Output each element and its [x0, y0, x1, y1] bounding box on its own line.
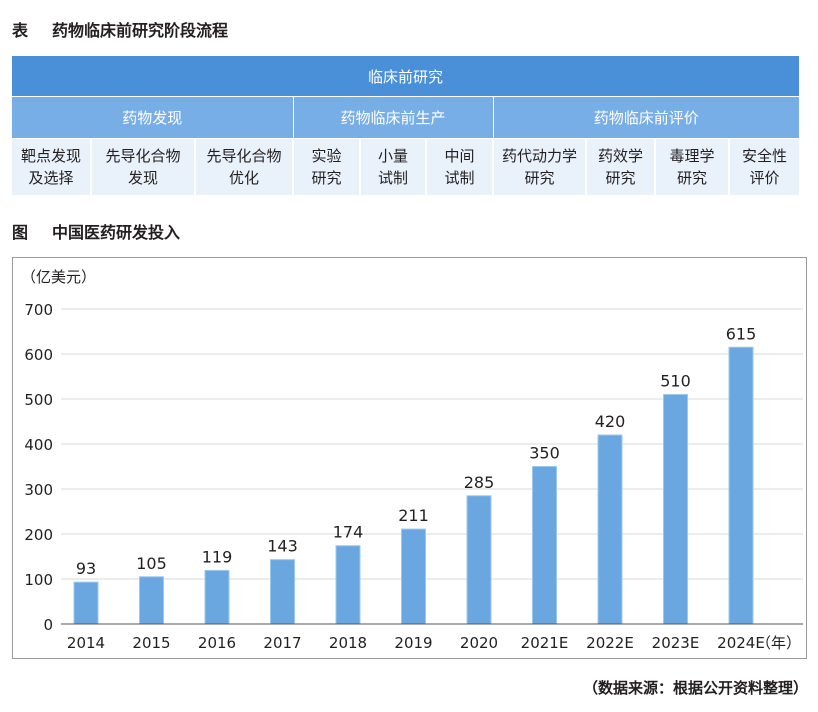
chart-tag: 图	[12, 223, 29, 242]
table-step-cell: 安全性 评价	[727, 138, 800, 195]
y-tick-label: 700	[24, 301, 53, 319]
table-step-line: 优化	[228, 169, 259, 187]
table-step-line: 试制	[444, 169, 475, 187]
chart-heading: 图 中国医药研发投入	[12, 219, 180, 243]
table-step-line: 药效学	[597, 147, 643, 165]
table-step-line: 先导化合物	[206, 147, 282, 165]
table-step-line: 先导化合物	[105, 147, 181, 165]
chart-title: 中国医药研发投入	[52, 223, 181, 242]
table-tag: 表	[12, 21, 29, 40]
grid-lines	[61, 308, 803, 580]
bar	[597, 434, 623, 625]
table-step-cell: 实验 研究	[292, 138, 360, 195]
y-tick-label: 400	[24, 436, 53, 454]
y-tick-label: 600	[24, 346, 53, 364]
table-step-line: 药代动力学	[501, 147, 577, 165]
bar	[663, 394, 688, 625]
x-tick-label: 2022E	[586, 634, 634, 652]
table-step-cell: 药效学 研究	[585, 138, 655, 195]
bar	[728, 346, 754, 625]
chart-frame: 93 105 119 143 174 211 285 350 420 510 615 0 100 200…	[12, 257, 807, 659]
bar-value-label: 105	[136, 554, 167, 573]
table-step-line: 研究	[676, 169, 707, 187]
bar-value-label: 174	[333, 523, 364, 542]
bar-value-label: 420	[595, 412, 626, 431]
bar	[73, 581, 99, 625]
x-tick-label: 2020	[460, 634, 498, 652]
x-tick-label: 2017	[263, 634, 301, 652]
bar	[139, 576, 164, 625]
table-step-cell: 毒理学 研究	[654, 138, 729, 195]
table-step-line: 中间	[444, 147, 475, 165]
table-step-cell: 先导化合物 发现	[90, 138, 195, 195]
table-step-line: 试制	[377, 169, 408, 187]
bar-value-label: 93	[76, 559, 96, 578]
table-step-line: 研究	[524, 169, 555, 187]
bar-value-label: 119	[202, 547, 233, 566]
table-step-line: 发现	[127, 169, 158, 187]
x-tick-label: 2015	[132, 634, 170, 652]
data-labels: 93 105 119 143 174 211 285 350 420 510 615	[76, 324, 756, 578]
table-group-cell: 药物发现	[12, 96, 293, 139]
table-step-line: 实验	[311, 147, 342, 165]
bars	[73, 346, 754, 625]
table-top-header: 临床前研究	[12, 56, 800, 97]
table-step-cell: 药代动力学 研究	[492, 138, 586, 195]
table-step-line: 毒理学	[669, 147, 715, 165]
table-step-cell: 先导化合物 优化	[194, 138, 293, 195]
y-axis-unit-label: （亿美元）	[21, 268, 96, 286]
x-tick-label: 2016	[198, 634, 236, 652]
table-step-cell: 中间 试制	[425, 138, 493, 195]
y-tick-label: 300	[24, 481, 53, 499]
table-group-row: 药物发现 药物临床前生产 药物临床前评价	[12, 96, 800, 139]
table-heading: 表 药物临床前研究阶段流程	[12, 17, 228, 41]
bar	[532, 466, 557, 625]
table-step-cell: 靶点发现 及选择	[12, 138, 91, 195]
bar-chart: 93 105 119 143 174 211 285 350 420 510 615 0 100 200…	[21, 268, 803, 652]
table-step-row: 靶点发现 及选择 先导化合物 发现 先导化合物 优化 实验 研究 小量 试制 中间 试制 药代动力学 研究…	[12, 138, 800, 195]
x-tick-label: 2014	[67, 634, 105, 652]
table-step-line: 安全性	[742, 147, 788, 165]
bar	[401, 528, 426, 625]
table-group-cell: 药物临床前生产	[292, 96, 493, 139]
table-step-line: 及选择	[28, 169, 74, 187]
bar	[335, 545, 361, 625]
x-axis-ticks: 2014 2015 2016 2017 2018 2019 2020 2021E 2022E 20…	[67, 634, 765, 652]
table-title: 药物临床前研究阶段流程	[52, 21, 229, 40]
bar	[466, 495, 492, 625]
table-step-cell: 小量 试制	[359, 138, 426, 195]
source-note: （数据来源：根据公开资料整理）	[582, 679, 808, 697]
x-tick-label: 2018	[329, 634, 367, 652]
table-step-line: 研究	[605, 169, 636, 187]
table-step-line: 靶点发现	[20, 147, 81, 165]
bar-value-label: 615	[726, 324, 757, 343]
bar-value-label: 350	[529, 444, 560, 463]
table-step-line: 评价	[749, 169, 780, 187]
y-tick-label: 100	[24, 571, 53, 589]
y-tick-label: 200	[24, 526, 53, 544]
table-step-line: 小量	[377, 147, 408, 165]
x-tick-label: 2023E	[652, 634, 700, 652]
table-group-cell: 药物临床前评价	[492, 96, 800, 139]
bar-value-label: 510	[660, 372, 691, 391]
x-axis-unit-label: （年）	[756, 634, 801, 652]
bar	[204, 569, 230, 625]
y-tick-label: 0	[43, 616, 53, 634]
x-tick-label: 2021E	[521, 634, 569, 652]
table-step-line: 研究	[311, 169, 342, 187]
bar-value-label: 285	[464, 473, 495, 492]
bar-value-label: 211	[398, 506, 429, 525]
bar	[270, 559, 295, 625]
preclinical-stage-table: 临床前研究 药物发现 药物临床前生产 药物临床前评价 靶点发现 及选择 先导化合物 发现先…	[12, 56, 800, 195]
y-axis-ticks: 0 100 200 300 400 500 600 700	[24, 301, 53, 634]
y-tick-label: 500	[24, 391, 53, 409]
bar-value-label: 143	[267, 537, 298, 556]
x-tick-label: 2019	[394, 634, 432, 652]
x-tick-label: 2024E	[717, 634, 765, 652]
